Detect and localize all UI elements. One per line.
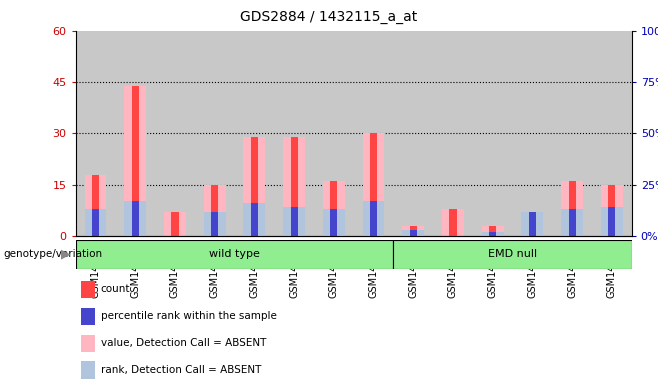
Bar (283, 137, 305, 236)
Bar (171, 212, 178, 236)
Bar (124, 86, 146, 236)
Bar (76, 240, 393, 269)
Bar (323, 181, 345, 236)
Bar (393, 240, 632, 269)
Bar (608, 185, 615, 236)
Text: rank, Detection Call = ABSENT: rank, Detection Call = ABSENT (101, 365, 261, 375)
Bar (85, 209, 107, 236)
Bar (370, 201, 377, 236)
Bar (291, 207, 297, 236)
Bar (363, 134, 384, 236)
Bar (283, 207, 305, 236)
Bar (81, 361, 95, 379)
Text: genotype/variation: genotype/variation (3, 249, 103, 259)
Bar (489, 226, 496, 236)
Bar (569, 181, 576, 236)
Bar (410, 226, 417, 236)
Bar (204, 212, 226, 236)
Bar (522, 212, 544, 236)
Text: ▶: ▶ (61, 248, 71, 261)
Bar (410, 230, 417, 236)
Bar (482, 226, 503, 236)
Bar (569, 209, 576, 236)
Bar (482, 232, 503, 236)
Bar (363, 201, 384, 236)
Bar (204, 185, 226, 236)
Bar (370, 134, 377, 236)
Bar (243, 137, 265, 236)
Bar (489, 232, 496, 236)
Bar (92, 209, 99, 236)
Bar (330, 209, 338, 236)
Bar (402, 230, 424, 236)
Text: wild type: wild type (209, 249, 260, 260)
Bar (449, 209, 457, 236)
Bar (442, 209, 464, 236)
Bar (211, 185, 218, 236)
Text: count: count (101, 285, 130, 295)
Bar (251, 137, 258, 236)
Bar (402, 226, 424, 236)
Bar (211, 212, 218, 236)
Text: GDS2884 / 1432115_a_at: GDS2884 / 1432115_a_at (240, 10, 418, 23)
Bar (561, 209, 583, 236)
Bar (81, 308, 95, 325)
Text: value, Detection Call = ABSENT: value, Detection Call = ABSENT (101, 338, 266, 348)
Text: EMD null: EMD null (488, 249, 537, 260)
Bar (251, 203, 258, 236)
Bar (164, 212, 186, 236)
Bar (81, 334, 95, 352)
Bar (92, 174, 99, 236)
Bar (291, 137, 297, 236)
Bar (529, 212, 536, 236)
Bar (608, 207, 615, 236)
Bar (601, 185, 622, 236)
Bar (561, 181, 583, 236)
Bar (85, 174, 107, 236)
Bar (81, 281, 95, 298)
Bar (323, 209, 345, 236)
Bar (330, 181, 338, 236)
Bar (243, 203, 265, 236)
Bar (124, 201, 146, 236)
Bar (132, 86, 139, 236)
Bar (132, 201, 139, 236)
Text: percentile rank within the sample: percentile rank within the sample (101, 311, 276, 321)
Bar (601, 207, 622, 236)
